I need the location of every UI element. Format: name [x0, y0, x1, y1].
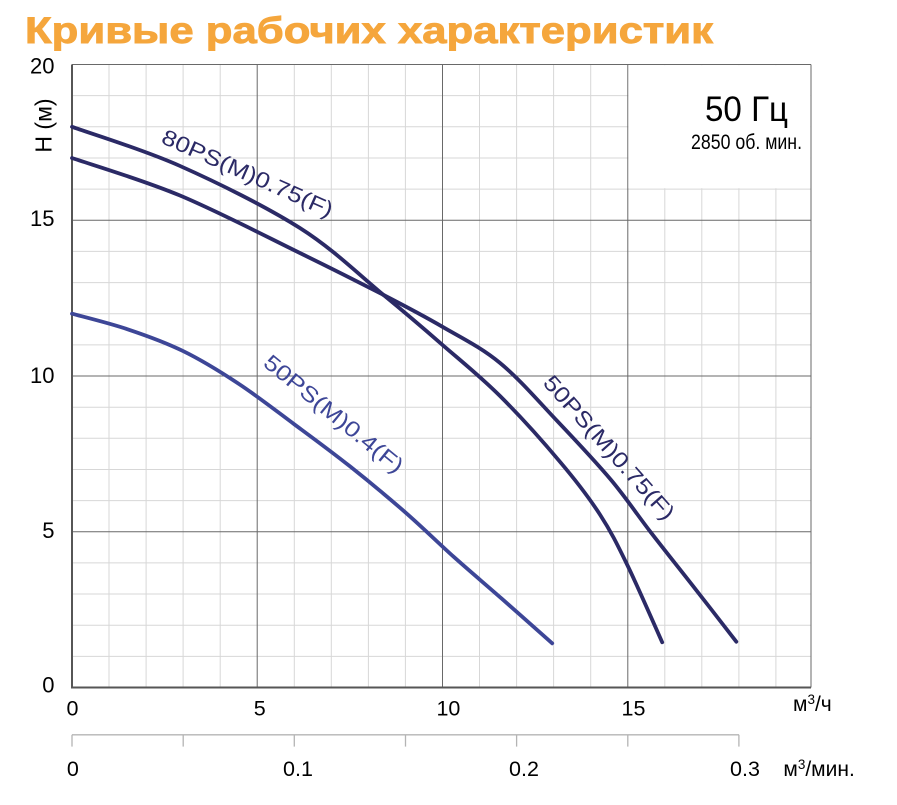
svg-text:H (м): H (м): [30, 98, 56, 152]
svg-text:10: 10: [30, 363, 54, 388]
svg-text:0.3: 0.3: [730, 757, 760, 781]
svg-text:0: 0: [67, 697, 79, 721]
svg-text:0: 0: [42, 673, 54, 698]
svg-text:5: 5: [42, 518, 54, 543]
svg-text:0.2: 0.2: [509, 757, 539, 781]
svg-text:Кривые рабочих характеристик: Кривые рабочих характеристик: [25, 9, 713, 51]
svg-text:2850 об. мин.: 2850 об. мин.: [691, 130, 802, 154]
svg-text:м3/ч: м3/ч: [793, 692, 832, 716]
svg-text:0: 0: [67, 757, 79, 781]
svg-text:20: 20: [30, 54, 54, 79]
svg-text:15: 15: [30, 206, 54, 231]
svg-text:10: 10: [436, 697, 460, 721]
svg-text:5: 5: [254, 697, 266, 721]
svg-text:0.1: 0.1: [283, 757, 313, 781]
svg-text:15: 15: [622, 697, 646, 721]
svg-text:м3/мин.: м3/мин.: [783, 757, 854, 781]
svg-text:50 Гц: 50 Гц: [705, 89, 788, 129]
